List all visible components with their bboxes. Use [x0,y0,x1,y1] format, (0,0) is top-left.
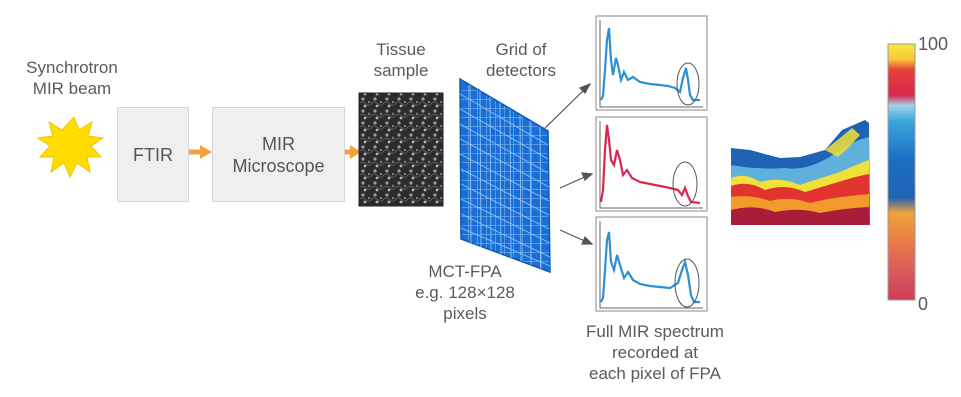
spectra-caption-line2: recorded at [612,343,698,362]
spectrum-highlight-middle [672,161,698,207]
spectra-caption-line3: each pixel of FPA [589,364,721,383]
grid-label-line2: detectors [486,61,556,80]
chemical-image-map [731,120,870,225]
color-scale-bar [887,43,916,301]
ftir-label: FTIR [133,144,173,165]
arrow-ftir-to-microscope [187,145,212,159]
sample-label: Tissue sample [355,39,447,81]
detector-grid [459,77,551,274]
sample-label-line2: sample [373,61,429,80]
spectrum-panel-top [595,15,708,111]
microscope-label-line2: Microscope [232,155,325,176]
fpa-label: MCT-FPA e.g. 128×128 pixels [405,261,525,324]
scale-min-label: 0 [918,294,929,314]
spectra-caption-line1: Full MIR spectrum [586,322,724,341]
fpa-label-line3: pixels [443,304,487,323]
scale-max-label: 100 [918,34,949,54]
detector-to-spectra-arrows [544,82,594,245]
ftir-box: FTIR [117,107,189,202]
source-label-line1: Synchrotron [26,58,118,77]
source-label-line2: MIR beam [32,79,112,98]
fpa-label-line1: MCT-FPA [428,262,502,281]
spectrum-highlight-bottom [674,258,700,308]
spectrum-panel-middle [595,116,708,212]
tissue-sample-image [358,92,444,207]
sun-icon [36,116,105,179]
grid-label-line1: Grid of [495,40,547,59]
microscope-label-line1: MIR [262,133,295,154]
spectrum-line-top [600,27,700,102]
spectrum-panel-bottom [595,216,708,312]
source-label: Synchrotron MIR beam [2,57,142,99]
spectrum-highlight-top [676,62,700,106]
microscope-box: MIR Microscope [212,107,345,202]
spectrum-line-bottom [600,231,700,304]
sample-label-line1: Tissue [376,40,426,59]
grid-label: Grid of detectors [466,39,576,81]
detector-grid-lines [459,84,551,270]
spectrum-line-middle [599,124,701,205]
spectra-caption: Full MIR spectrum recorded at each pixel… [560,321,750,384]
fpa-label-line2: e.g. 128×128 [415,283,515,302]
